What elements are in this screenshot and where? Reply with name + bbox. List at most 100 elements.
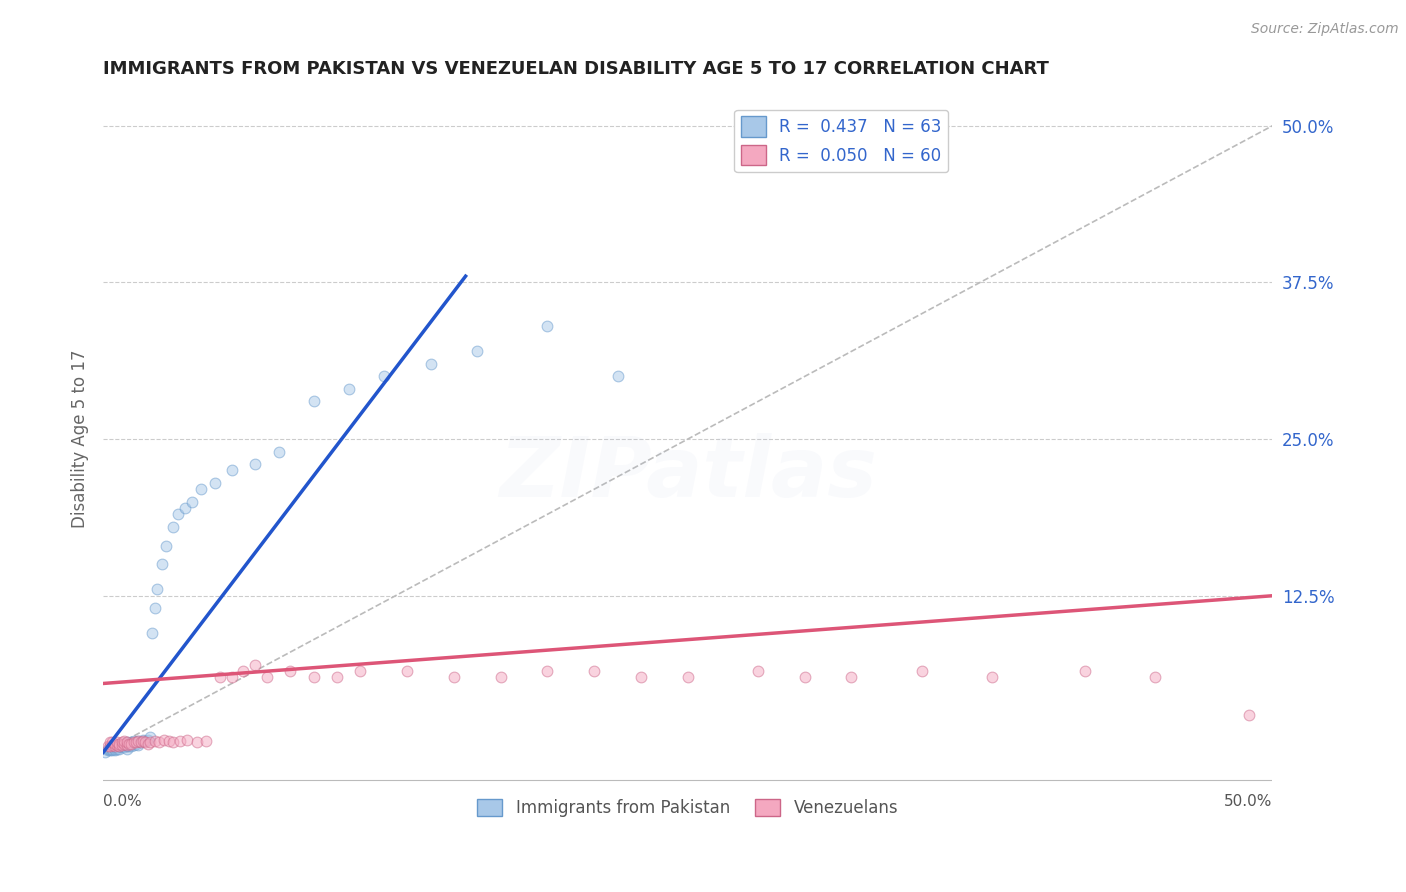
Point — [97, 741, 120, 756]
Point — [97, 739, 120, 753]
Point — [278, 664, 301, 678]
Y-axis label: Disability Age 5 to 17: Disability Age 5 to 17 — [72, 350, 89, 528]
Point — [209, 670, 232, 684]
Point — [186, 735, 208, 749]
Point — [129, 735, 152, 749]
Point — [98, 739, 121, 753]
Point — [181, 494, 204, 508]
Point — [747, 664, 769, 678]
Point — [104, 740, 127, 755]
Point — [112, 740, 135, 755]
Point — [489, 670, 512, 684]
Point — [1144, 670, 1167, 684]
Point — [136, 737, 159, 751]
Point — [115, 739, 138, 753]
Point — [167, 508, 190, 522]
Point — [97, 743, 120, 757]
Point — [111, 740, 134, 755]
Point — [115, 738, 138, 752]
Point — [122, 738, 145, 752]
Text: Source: ZipAtlas.com: Source: ZipAtlas.com — [1251, 22, 1399, 37]
Legend: Immigrants from Pakistan, Venezuelans: Immigrants from Pakistan, Venezuelans — [471, 792, 904, 823]
Point — [98, 735, 121, 749]
Point — [136, 732, 159, 747]
Point — [148, 735, 170, 749]
Point — [536, 319, 558, 334]
Point — [115, 741, 138, 756]
Point — [118, 737, 141, 751]
Point — [536, 664, 558, 678]
Point — [127, 734, 149, 748]
Point — [122, 735, 145, 749]
Point — [115, 738, 138, 752]
Point — [125, 737, 148, 751]
Point — [104, 743, 127, 757]
Point — [143, 734, 166, 748]
Point — [221, 670, 243, 684]
Point — [98, 740, 121, 755]
Point — [174, 501, 197, 516]
Point — [267, 444, 290, 458]
Point — [793, 670, 815, 684]
Point — [101, 738, 124, 752]
Point — [111, 739, 134, 753]
Point — [104, 737, 127, 751]
Point — [349, 664, 371, 678]
Point — [101, 739, 124, 753]
Text: ZIPatlas: ZIPatlas — [499, 433, 877, 514]
Point — [101, 743, 124, 757]
Point — [630, 670, 652, 684]
Point — [104, 741, 127, 756]
Point — [195, 734, 218, 748]
Point — [101, 735, 124, 749]
Point — [112, 737, 135, 751]
Point — [243, 457, 266, 471]
Point — [105, 738, 128, 752]
Point — [157, 734, 180, 748]
Point — [108, 737, 131, 751]
Point — [104, 739, 127, 753]
Point — [120, 739, 142, 753]
Point — [120, 735, 142, 749]
Point — [108, 739, 131, 753]
Point — [108, 737, 131, 751]
Point — [112, 738, 135, 752]
Point — [302, 394, 325, 409]
Point — [443, 670, 465, 684]
Point — [127, 734, 149, 748]
Point — [155, 539, 177, 553]
Point — [101, 741, 124, 756]
Point — [104, 739, 127, 753]
Point — [105, 738, 128, 752]
Point — [583, 664, 606, 678]
Point — [98, 743, 121, 757]
Point — [337, 382, 360, 396]
Point — [105, 741, 128, 756]
Point — [115, 735, 138, 749]
Point — [841, 670, 863, 684]
Point — [94, 746, 117, 760]
Point — [302, 670, 325, 684]
Point — [112, 734, 135, 748]
Point — [232, 664, 254, 678]
Text: 50.0%: 50.0% — [1225, 794, 1272, 809]
Point — [139, 735, 162, 749]
Point — [134, 734, 156, 748]
Point — [122, 734, 145, 748]
Point — [326, 670, 349, 684]
Point — [143, 601, 166, 615]
Point — [146, 582, 169, 597]
Point — [132, 732, 155, 747]
Point — [134, 735, 156, 749]
Point — [176, 732, 198, 747]
Point — [606, 369, 628, 384]
Point — [980, 670, 1002, 684]
Point — [221, 463, 243, 477]
Point — [396, 664, 419, 678]
Point — [111, 735, 134, 749]
Point — [256, 670, 278, 684]
Point — [120, 737, 142, 751]
Point — [118, 739, 141, 753]
Point — [105, 740, 128, 755]
Point — [243, 657, 266, 672]
